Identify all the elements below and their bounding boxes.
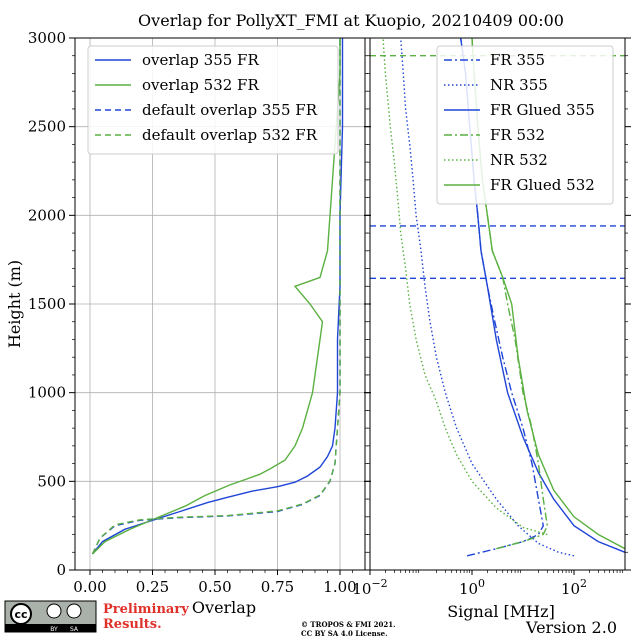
series-line — [400, 38, 575, 557]
legend-label: FR Glued 532 — [490, 176, 595, 194]
cc-license-badge: cc BY SA — [4, 600, 97, 633]
legend-label: FR 532 — [490, 126, 545, 144]
x-tick-label: 0.25 — [136, 578, 169, 596]
legend-label: FR Glued 355 — [490, 101, 595, 119]
x-tick-label: 0.00 — [73, 578, 106, 596]
left-series-lines — [91, 38, 344, 555]
y-tick-label: 2000 — [28, 206, 66, 224]
series-line — [91, 38, 344, 555]
copyright-notice: © TROPOS & FMI 2021. CC BY SA 4.0 Licens… — [301, 620, 396, 638]
legend-label: FR 355 — [490, 51, 545, 69]
legend-label: NR 355 — [490, 76, 548, 94]
axes: 0.00 0.25 0.50 0.75 1.00 0 500 1000 1500 2000 2500… — [28, 29, 631, 598]
series-line — [91, 38, 341, 555]
y-tick-label: 1000 — [28, 384, 66, 402]
preliminary-line-2: Results. — [103, 617, 162, 632]
legend-box — [87, 45, 339, 155]
preliminary-line-1: Preliminary — [103, 602, 189, 617]
left-x-axis-label: Overlap — [192, 598, 256, 617]
x-tick-label: 10−2 — [352, 577, 387, 598]
x-tick-label: 0.75 — [261, 578, 294, 596]
legend-label: overlap 532 FR — [142, 76, 259, 94]
legend-box — [436, 45, 614, 205]
right-x-axis-label: Signal [MHz] — [447, 602, 555, 621]
y-tick-label: 1500 — [28, 295, 66, 313]
x-tick-label: 102 — [561, 577, 587, 598]
y-tick-label: 2500 — [28, 118, 66, 136]
preliminary-notice: Preliminary Results. — [103, 602, 189, 632]
chart-title: Overlap for PollyXT_FMI at Kuopio, 20210… — [138, 11, 564, 30]
y-tick-label: 0 — [56, 561, 66, 579]
y-tick-label: 500 — [37, 472, 66, 490]
x-tick-label: 100 — [459, 577, 485, 598]
cc-logo-text: cc — [14, 608, 27, 621]
legend-label: default overlap 532 FR — [142, 126, 318, 144]
cc-sa-label: SA — [70, 626, 79, 633]
legend-label: NR 532 — [490, 151, 548, 169]
version-label: Version 2.0 — [526, 618, 617, 637]
x-tick-label: 0.50 — [198, 578, 231, 596]
series-line — [471, 38, 549, 550]
legends: overlap 355 FR overlap 532 FR default over… — [87, 45, 614, 205]
legend-label: overlap 355 FR — [142, 51, 259, 69]
copyright-line-2: CC BY SA 4.0 License. — [301, 629, 388, 638]
legend-label: default overlap 355 FR — [142, 101, 318, 119]
copyright-line-1: © TROPOS & FMI 2021. — [301, 620, 396, 629]
series-line — [92, 38, 341, 555]
x-tick-label: 1.00 — [323, 578, 356, 596]
y-tick-label: 3000 — [28, 29, 66, 47]
cc-by-label: BY — [50, 626, 58, 633]
left-y-axis-label: Height (m) — [5, 260, 24, 348]
series-line — [460, 38, 545, 557]
